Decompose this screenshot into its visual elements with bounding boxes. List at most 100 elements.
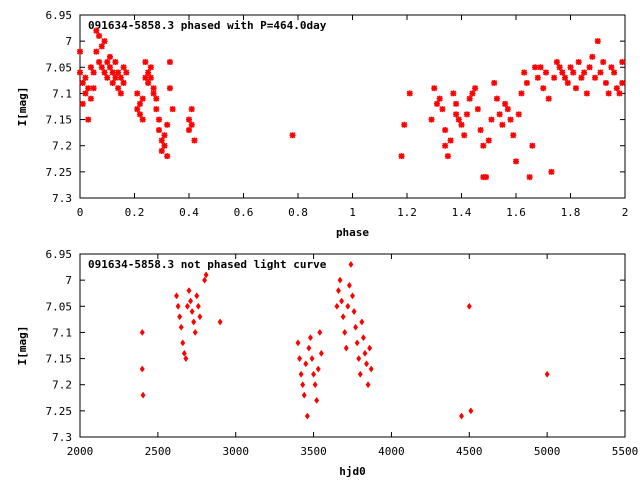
data-point [364,360,370,368]
y-tick-label: 6.95 [46,248,73,261]
data-point [485,137,492,144]
data-point [311,370,317,378]
data-point [496,111,503,118]
data-point [161,132,168,139]
data-point [401,121,408,128]
data-point [365,381,371,389]
y-axis-label: I[mag] [16,87,29,127]
data-point [488,116,495,123]
data-point [594,38,601,45]
data-point [368,365,374,373]
data-point [153,106,160,113]
data-point [537,64,544,71]
data-point [468,407,474,415]
data-point [112,74,119,81]
data-point [303,360,309,368]
data-point [523,79,530,86]
data-point [301,391,307,399]
data-point [145,79,152,86]
data-point [532,64,539,71]
data-point [504,106,511,113]
data-point [351,308,357,316]
data-point [442,142,449,149]
data-point [85,116,92,123]
data-point [583,90,590,97]
data-point [542,69,549,76]
data-point [578,74,585,81]
x-tick-label: 5500 [612,445,639,458]
data-point [359,318,365,326]
data-point [180,339,186,347]
data-point [147,74,154,81]
y-tick-label: 7.15 [46,353,73,366]
data-point [156,116,163,123]
data-point [153,95,160,102]
data-point [96,32,103,39]
data-point [608,64,615,71]
data-point [564,79,571,86]
data-point [158,147,165,154]
data-point [164,121,171,128]
plot-frame [79,253,626,438]
data-point [559,69,566,76]
data-point [117,74,124,81]
data-point [174,292,180,300]
data-point [317,328,323,336]
data-point [117,90,124,97]
data-point [335,287,341,295]
data-point [398,153,405,160]
data-point [556,64,563,71]
data-point [480,142,487,149]
data-point [164,153,171,160]
data-point [123,69,130,76]
data-point [188,297,194,305]
data-point [493,95,500,102]
data-point [197,313,203,321]
data-point [87,64,94,71]
y-tick-label: 7.3 [52,192,72,205]
data-point [306,344,312,352]
data-point [466,302,472,310]
data-point [348,260,354,268]
data-point [139,95,146,102]
data-point [339,297,345,305]
data-point [575,59,582,66]
data-point [334,302,340,310]
data-point [192,328,198,336]
x-tick-label: 1.8 [561,206,581,219]
data-point [186,116,192,123]
x-tick-label: 5000 [534,445,561,458]
data-point [134,90,141,97]
x-tick-label: 3500 [300,445,327,458]
data-point [112,59,119,66]
data-point [619,79,626,86]
data-point [447,137,454,144]
x-tick-label: 2000 [67,445,94,458]
data-point [458,412,465,420]
data-point [85,85,92,92]
data-point [93,27,100,34]
y-tick-label: 7.25 [46,166,73,179]
data-point [353,323,359,331]
data-point [297,355,303,363]
data-point [101,69,108,76]
data-point [597,69,604,76]
data-point [602,79,609,86]
y-tick-label: 7.2 [52,140,72,153]
data-point [354,339,360,347]
data-point [483,174,490,181]
x-tick-label: 0.2 [125,206,145,219]
data-point [169,106,176,113]
data-point [191,137,198,144]
x-tick-label: 0.8 [288,206,308,219]
data-point [562,74,569,81]
chart-panel-1: 0 0.2 0.4 0.6 0.8 1 1.2 1.4 1.6 1.8 2 6.95 7 7.05 7.1 7… [16,9,628,239]
data-point [96,59,103,66]
data-point [203,271,209,279]
data-point [98,64,105,71]
data-point [134,106,141,113]
x-tick-label: 0.4 [179,206,199,219]
data-point [183,355,189,363]
